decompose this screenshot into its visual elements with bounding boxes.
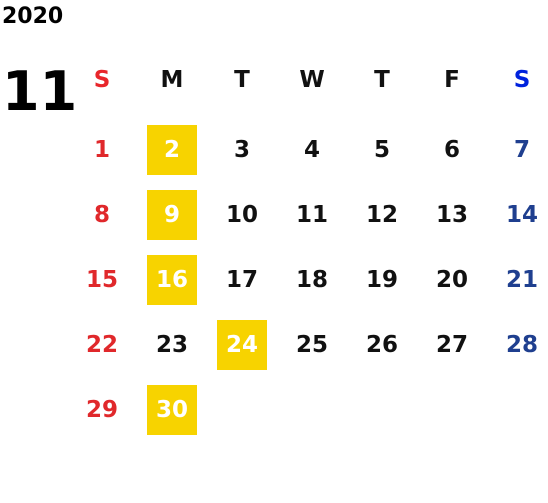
date-cell: 23 [155,332,188,358]
date-cell: 20 [435,267,468,293]
date-cell: 17 [225,267,258,293]
date-cell: 6 [443,137,460,163]
date-cell: 19 [365,267,398,293]
date-cell: 9 [147,190,197,240]
date-cell: 2 [147,125,197,175]
weekday-label: T [374,67,390,93]
weekday-label: F [444,67,460,93]
date-cell: 26 [365,332,398,358]
weekday-label: S [513,67,531,93]
weekday-label: W [299,67,325,93]
date-cell: 11 [295,202,328,228]
date-cell: 8 [93,202,110,228]
year: 2020 [2,4,64,29]
date-cell: 25 [295,332,328,358]
date-cell: 28 [505,332,538,358]
date-cell: 14 [505,202,538,228]
date-cell: 10 [225,202,258,228]
date-cell: 30 [147,385,197,435]
weekday-label: T [234,67,250,93]
date-cell: 21 [505,267,538,293]
date-cell: 13 [435,202,468,228]
weekday-label: S [93,67,111,93]
date-cell: 12 [365,202,398,228]
date-cell: 7 [513,137,530,163]
date-cell: 3 [233,137,250,163]
date-cell: 24 [217,320,267,370]
weekday-label: M [160,67,184,93]
date-cell: 27 [435,332,468,358]
date-cell: 5 [373,137,390,163]
date-cell: 29 [85,397,118,423]
date-cell: 15 [85,267,118,293]
date-cell: 16 [147,255,197,305]
month: 11 [2,60,78,123]
date-cell: 18 [295,267,328,293]
date-cell: 1 [93,137,110,163]
date-cell: 4 [303,137,320,163]
date-cell: 22 [85,332,118,358]
